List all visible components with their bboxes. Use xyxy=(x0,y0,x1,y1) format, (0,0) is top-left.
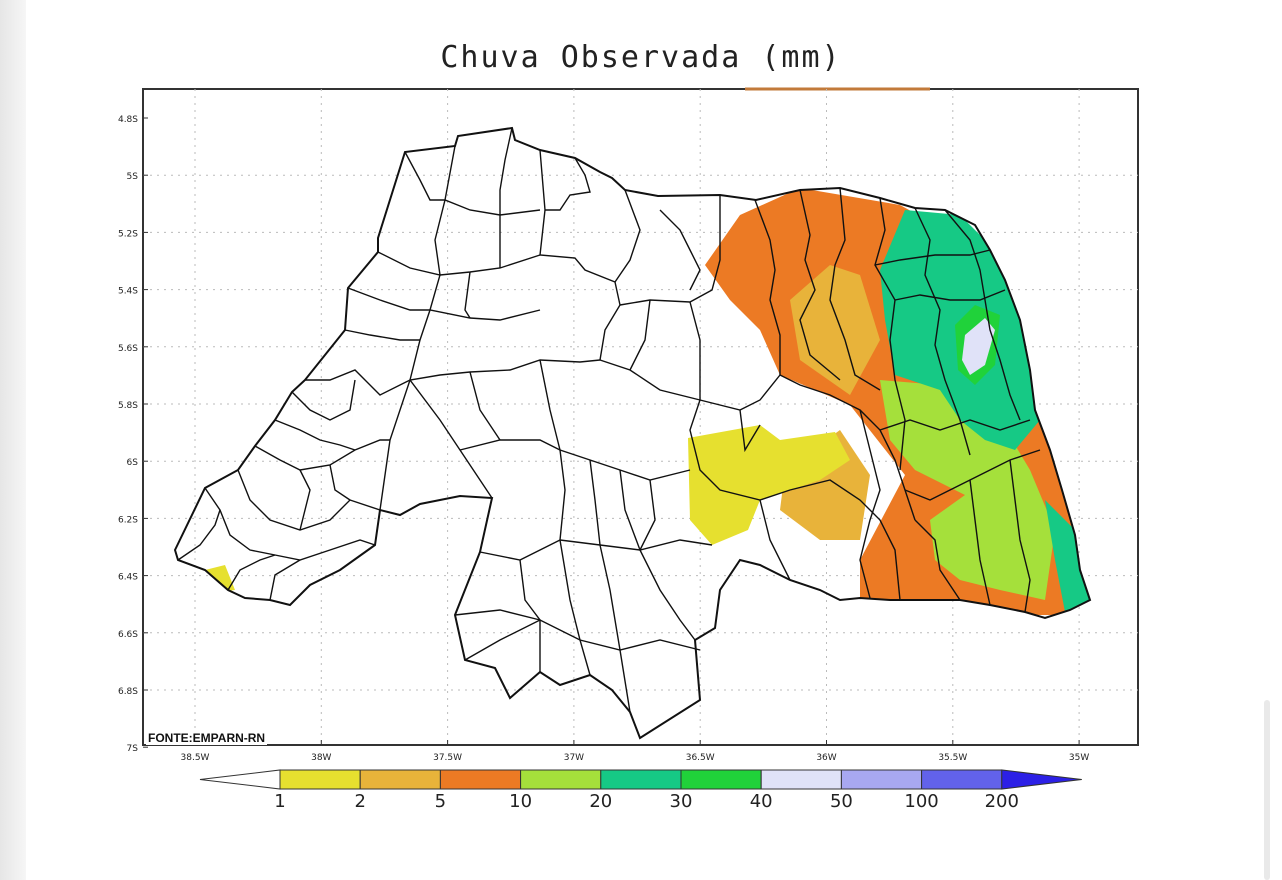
colorbar-label: 2 xyxy=(354,791,365,812)
left-window-edge xyxy=(0,0,26,880)
latitude-axis: 4.8S 5S 5.2S 5.4S 5.6S 5.8S 6S 6.2S 6.4S 6.6S 6.8S… xyxy=(118,115,148,754)
lat-tick-label: 7S xyxy=(127,744,139,754)
lat-tick-label: 6.2S xyxy=(118,515,138,525)
lon-tick-label: 38W xyxy=(311,753,331,763)
lon-tick-label: 37W xyxy=(564,753,584,763)
lon-tick-label: 35W xyxy=(1069,753,1089,763)
rain-zone-10-20 xyxy=(880,380,1055,600)
colorbar-label: 20 xyxy=(589,791,612,812)
colorbar-label: 200 xyxy=(985,791,1019,812)
lat-tick-label: 5S xyxy=(127,172,139,182)
colorbar-label: 10 xyxy=(509,791,532,812)
rain-zone-1-2 xyxy=(688,425,850,545)
colorbar-segment xyxy=(921,769,1003,790)
lat-tick-label: 5.2S xyxy=(118,229,138,239)
lon-tick-label: 36W xyxy=(816,753,836,763)
colorbar-segment xyxy=(439,769,522,790)
lon-tick-label: 36.5W xyxy=(686,753,715,763)
lat-tick-label: 6.6S xyxy=(118,630,138,640)
colorbar-segment xyxy=(840,769,923,790)
municipal-boundaries xyxy=(177,127,1041,713)
colorbar-segment xyxy=(600,769,682,790)
lon-tick-label: 35.5W xyxy=(938,753,967,763)
colorbar-lower-arrow xyxy=(199,769,281,790)
colorbar: 1 2 5 10 20 30 40 50 100 200 xyxy=(199,769,1082,812)
colorbar-segment xyxy=(520,769,602,790)
colorbar-label: 40 xyxy=(750,791,773,812)
colorbar-label: 1 xyxy=(274,791,285,812)
colorbar-segment xyxy=(359,769,441,790)
lat-tick-label: 6.8S xyxy=(118,687,138,697)
colorbar-segment xyxy=(680,769,762,790)
lat-tick-label: 6.4S xyxy=(118,573,138,583)
map-title: Chuva Observada (mm) xyxy=(440,40,842,75)
scrollbar[interactable] xyxy=(1264,700,1270,880)
colorbar-label: 100 xyxy=(904,791,938,812)
colorbar-label: 30 xyxy=(670,791,693,812)
lon-tick-label: 37.5W xyxy=(433,753,462,763)
lat-tick-label: 5.8S xyxy=(118,401,138,411)
source-note: FONTE:EMPARN-RN xyxy=(146,731,268,745)
lat-tick-label: 6S xyxy=(127,458,139,468)
colorbar-label: 50 xyxy=(830,791,853,812)
lon-tick-label: 38.5W xyxy=(181,753,210,763)
lat-tick-label: 4.8S xyxy=(118,115,138,125)
lat-tick-label: 5.6S xyxy=(118,344,138,354)
colorbar-segment xyxy=(279,769,361,790)
colorbar-segment xyxy=(760,769,842,790)
colorbar-upper-arrow xyxy=(1001,769,1082,790)
rain-zone-40-50 xyxy=(962,318,995,375)
lat-tick-label: 5.4S xyxy=(118,287,138,297)
colorbar-label: 5 xyxy=(435,791,446,812)
rain-zone-2-5 xyxy=(790,265,880,395)
longitude-axis: 38.5W 38W 37.5W 37W 36.5W 36W 35.5W 35W xyxy=(181,740,1089,763)
lat-lon-grid xyxy=(143,89,1138,745)
